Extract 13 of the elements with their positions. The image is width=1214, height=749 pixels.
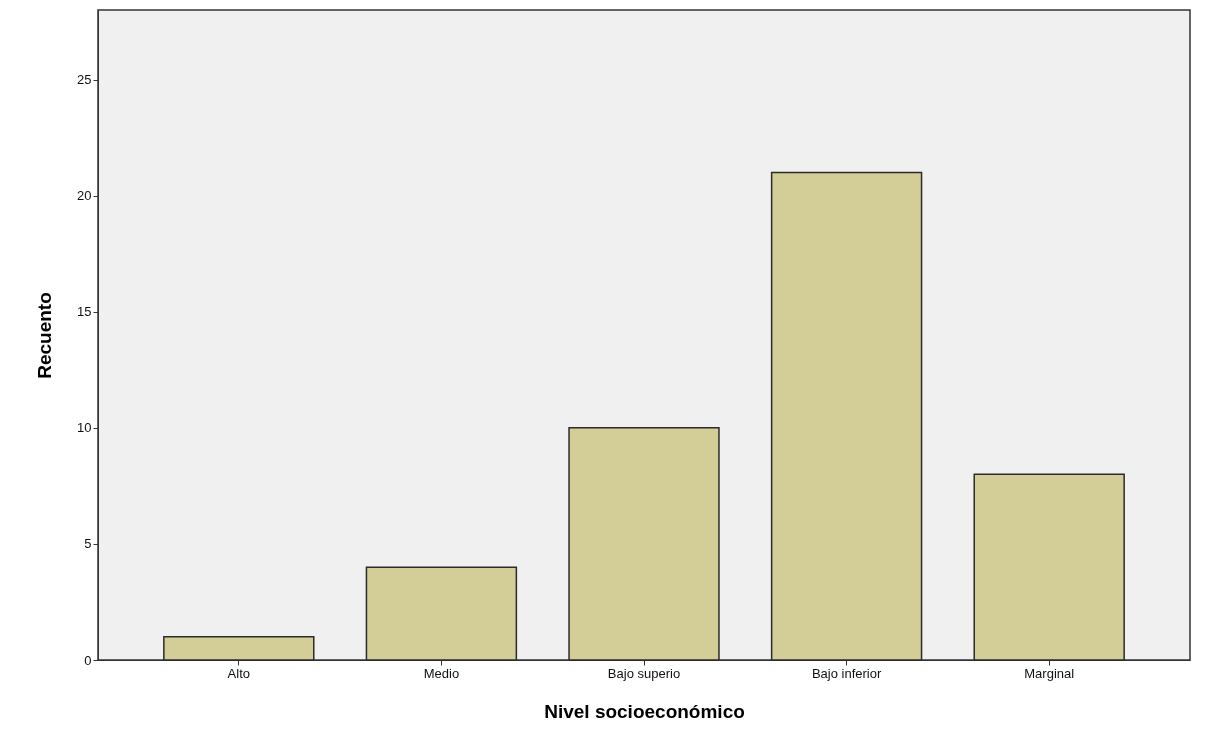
y-tick-label: 20 (77, 188, 92, 204)
x-tick-label: Bajo superio (607, 665, 681, 681)
y-tick-label: 25 (77, 72, 92, 88)
x-tick-label: Bajo inferior (811, 665, 882, 681)
y-tick-label: 15 (77, 304, 92, 320)
y-tick-label: 10 (77, 420, 92, 436)
x-axis-title: Nivel socioeconómico (544, 700, 745, 722)
y-axis-title: Recuento (34, 292, 56, 379)
x-tick-label: Marginal (1024, 665, 1075, 681)
y-tick-label: 5 (84, 536, 92, 552)
x-tick-label: Medio (423, 665, 460, 681)
x-tick-label: Alto (227, 665, 251, 681)
y-tick-label: 0 (84, 652, 92, 668)
